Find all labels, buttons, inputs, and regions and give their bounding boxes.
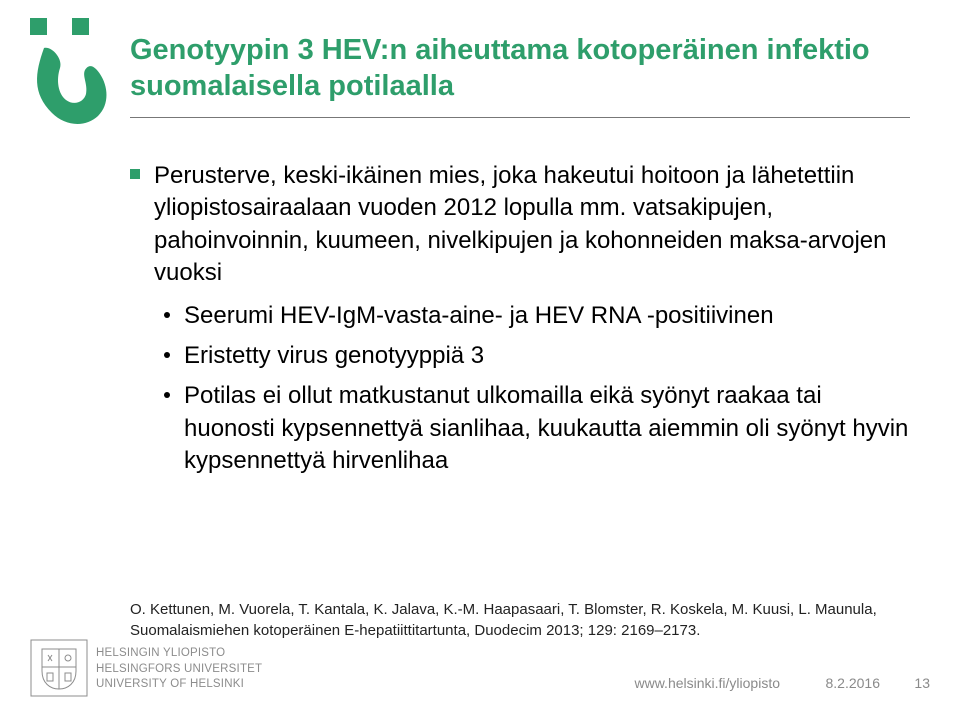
bullet-text: Perusterve, keski-ikäinen mies, joka hak…	[154, 160, 910, 290]
bullet-text: Eristetty virus genotyyppiä 3	[184, 340, 484, 372]
dot-bullet-icon	[164, 352, 170, 358]
slide-title: Genotyypin 3 HEV:n aiheuttama kotoperäin…	[130, 32, 910, 105]
university-seal-icon	[30, 639, 88, 697]
title-block: Genotyypin 3 HEV:n aiheuttama kotoperäin…	[130, 32, 910, 118]
university-name-fi: HELSINGIN YLIOPISTO	[96, 646, 262, 662]
dot-bullet-icon	[164, 392, 170, 398]
university-name-sv: HELSINGFORS UNIVERSITET	[96, 662, 262, 678]
footer-page-number: 13	[914, 675, 930, 691]
university-name-en: UNIVERSITY OF HELSINKI	[96, 677, 262, 693]
bullet-level1: Perusterve, keski-ikäinen mies, joka hak…	[130, 160, 910, 290]
square-bullet-icon	[130, 169, 140, 179]
bullet-level2: Potilas ei ollut matkustanut ulkomailla …	[164, 380, 910, 477]
citation-text: O. Kettunen, M. Vuorela, T. Kantala, K. …	[130, 599, 910, 641]
bullet-text: Seerumi HEV-IgM-vasta-aine- ja HEV RNA -…	[184, 300, 774, 332]
footer-date: 8.2.2016	[826, 675, 881, 691]
bullet-text: Potilas ei ollut matkustanut ulkomailla …	[184, 380, 910, 477]
flame-logo-icon	[30, 18, 110, 128]
bullet-level2: Seerumi HEV-IgM-vasta-aine- ja HEV RNA -…	[164, 300, 910, 332]
title-divider	[130, 117, 910, 118]
slide: Genotyypin 3 HEV:n aiheuttama kotoperäin…	[0, 0, 960, 713]
footer-url: www.helsinki.fi/yliopisto	[635, 675, 781, 691]
bullet-level2: Eristetty virus genotyyppiä 3	[164, 340, 910, 372]
body-content: Perusterve, keski-ikäinen mies, joka hak…	[130, 160, 910, 482]
university-name: HELSINGIN YLIOPISTO HELSINGFORS UNIVERSI…	[96, 646, 262, 693]
dot-bullet-icon	[164, 312, 170, 318]
